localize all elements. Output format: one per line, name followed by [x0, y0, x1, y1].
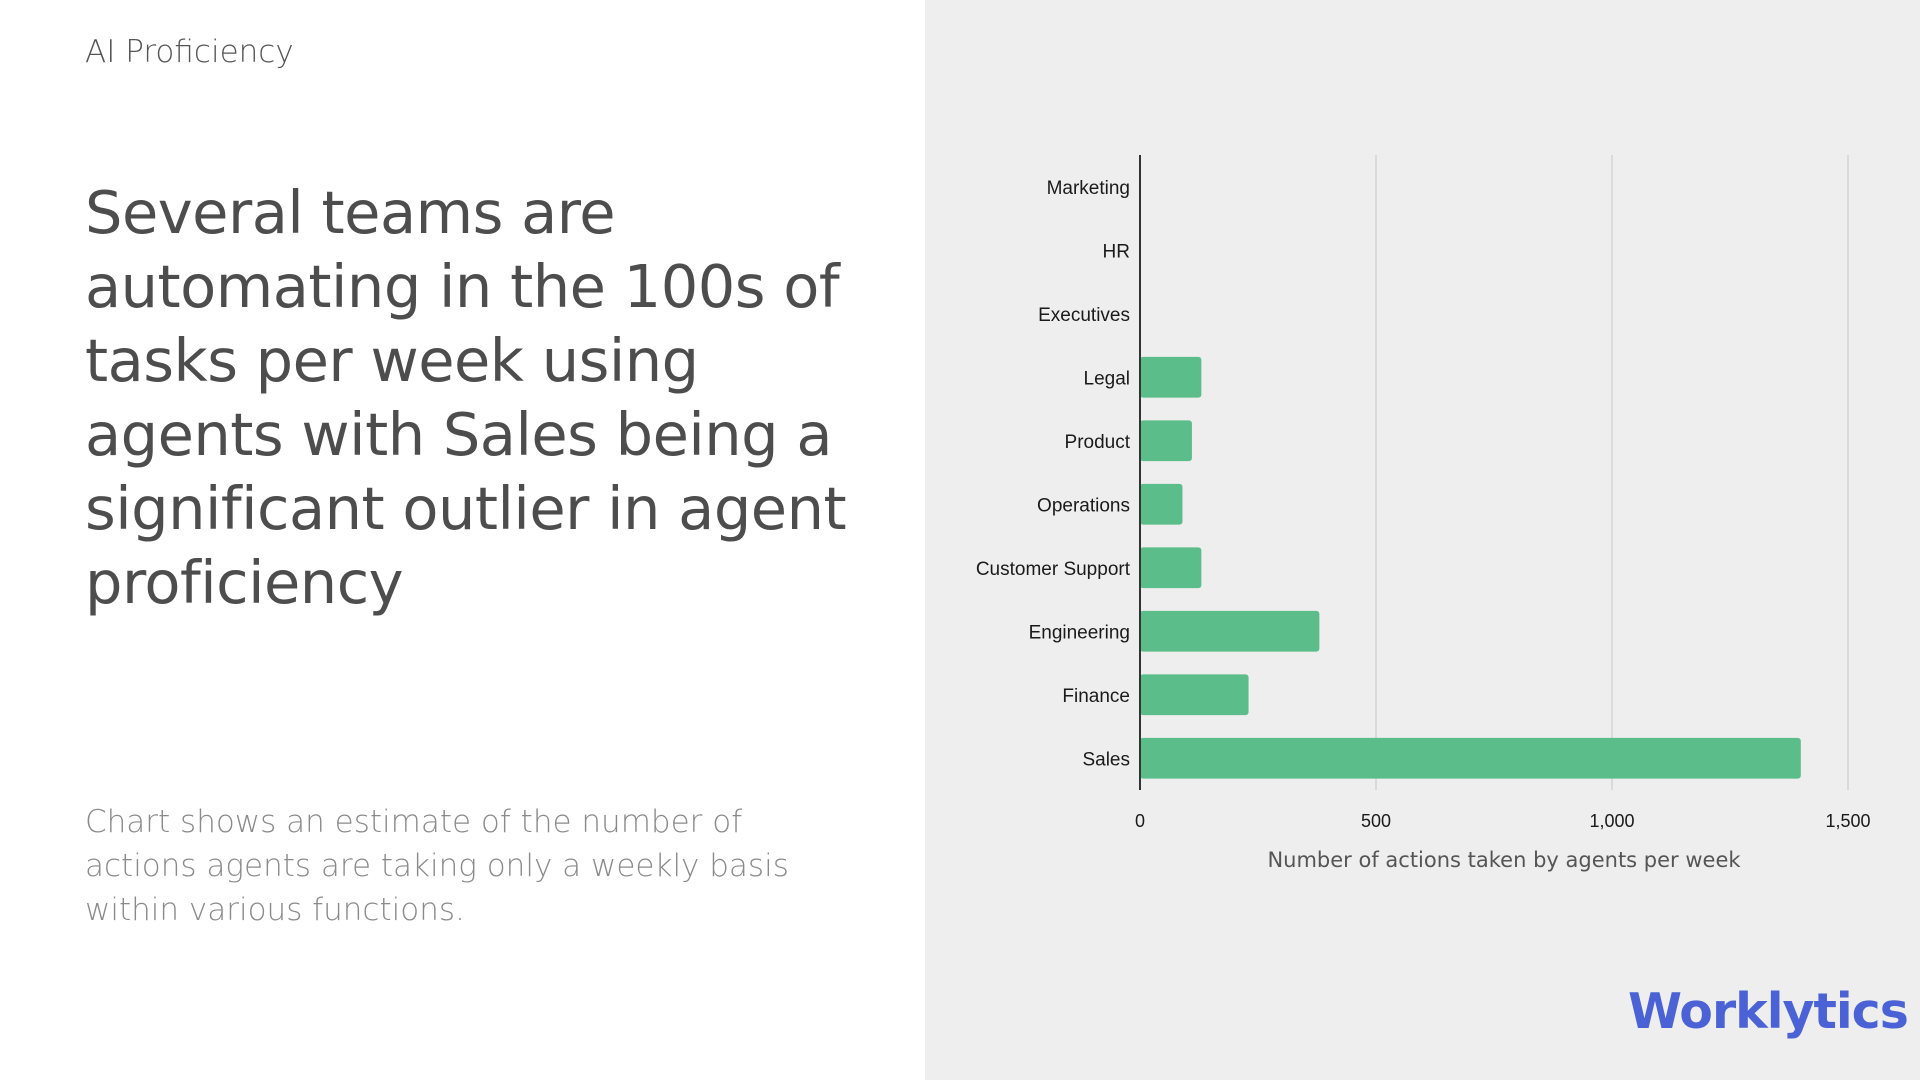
- x-axis-title: Number of actions taken by agents per we…: [1267, 848, 1741, 872]
- x-tick-label: 1,000: [1589, 811, 1634, 831]
- left-panel: [0, 0, 925, 1080]
- bar-product: [1140, 420, 1192, 462]
- category-label: Operations: [1037, 495, 1130, 516]
- bar-sales: [1140, 737, 1801, 779]
- chart-panel: [925, 0, 1920, 1080]
- category-label: Finance: [1062, 686, 1130, 707]
- category-label: Marketing: [1047, 178, 1130, 199]
- category-label: Legal: [1084, 368, 1131, 389]
- worklytics-logo: Worklytics: [1628, 983, 1909, 1040]
- x-tick-label: 0: [1135, 811, 1145, 831]
- bar-finance: [1140, 674, 1249, 716]
- category-label: HR: [1103, 241, 1130, 262]
- section-label: AI Proficiency: [85, 34, 294, 70]
- x-tick-label: 1,500: [1825, 811, 1870, 831]
- bar-legal: [1140, 356, 1202, 398]
- bar-engineering: [1140, 610, 1320, 652]
- bar-operations: [1140, 483, 1183, 525]
- category-label: Product: [1065, 432, 1131, 453]
- x-tick-label: 500: [1361, 811, 1391, 831]
- bar-chart: Marketing HR Executives Legal Product Operati…: [976, 155, 1871, 872]
- headline: Several teams are automating in the 100s…: [85, 178, 847, 617]
- bar-customer-support: [1140, 547, 1202, 589]
- chart-caption: Chart shows an estimate of the number of…: [85, 804, 789, 928]
- category-label: Engineering: [1029, 622, 1130, 643]
- category-label: Customer Support: [976, 559, 1131, 580]
- category-label: Sales: [1082, 749, 1130, 770]
- category-label: Executives: [1038, 305, 1130, 326]
